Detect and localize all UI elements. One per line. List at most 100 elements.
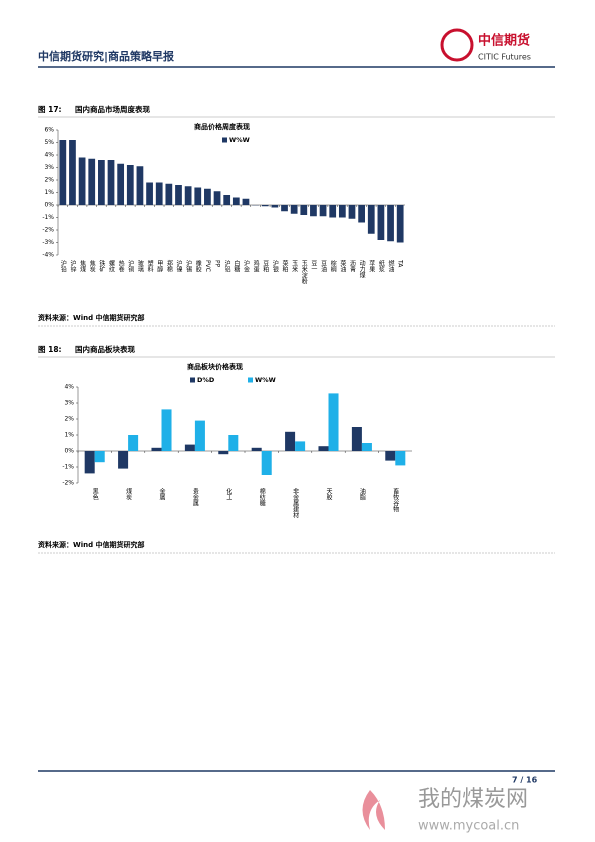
bar — [396, 205, 404, 243]
legend-label: D%D — [197, 376, 215, 384]
y-tick-label: 2% — [44, 177, 54, 184]
bar — [88, 158, 96, 205]
bar — [155, 182, 163, 205]
bar — [242, 198, 250, 205]
bar — [117, 163, 125, 205]
x-tick-label: 豆一 — [310, 260, 317, 272]
x-tick-label: 纸浆 — [377, 259, 384, 272]
figure-caption: 国内商品市场周度表现 — [75, 104, 150, 114]
x-tick-label: 玉米淀粉 — [300, 260, 307, 285]
x-tick-label: 菜粕 — [281, 259, 288, 273]
watermark-icon — [362, 790, 385, 830]
x-tick-label: 鸡蛋 — [252, 259, 259, 273]
legend-swatch — [248, 377, 253, 383]
source: 资料来源：Wind 中信期货研究部 — [38, 540, 145, 549]
x-tick-label: 棕榈 — [329, 259, 336, 273]
legend-swatch — [222, 137, 227, 143]
x-tick-label: 金属 — [158, 487, 165, 501]
bar — [251, 447, 262, 451]
x-tick-label: 黑色 — [91, 488, 98, 500]
x-tick-label: 沪铜 — [127, 259, 134, 273]
bar — [300, 205, 308, 215]
x-tick-label: TA — [397, 259, 404, 268]
bar — [377, 205, 385, 240]
x-tick-label: PP — [214, 260, 221, 268]
bar — [271, 205, 279, 208]
bar — [329, 205, 337, 218]
bar — [126, 165, 134, 205]
x-tick-label: 贵金属 — [191, 487, 198, 507]
x-tick-label: 沪铝 — [223, 259, 230, 273]
bar — [328, 393, 339, 451]
y-tick-label: 1% — [44, 189, 54, 196]
bar — [338, 205, 346, 218]
y-tick-label: 0% — [64, 448, 74, 455]
bar — [261, 451, 272, 475]
bar — [78, 157, 86, 205]
watermark-cn: 我的煤炭网 — [418, 787, 528, 812]
bar — [107, 160, 115, 205]
x-tick-label: 焦炭 — [88, 259, 95, 273]
bar — [348, 205, 356, 219]
bar — [223, 195, 231, 205]
x-tick-label: 沪银 — [271, 259, 278, 273]
bar — [204, 188, 211, 205]
bar — [128, 435, 139, 451]
bar — [213, 191, 221, 205]
chart-title: 商品板块价格表现 — [187, 362, 243, 371]
bar — [69, 140, 76, 205]
bar — [94, 451, 105, 463]
y-tick-label: 1% — [64, 432, 74, 439]
y-tick-label: -1% — [62, 464, 74, 471]
x-tick-label: 油脂 — [358, 487, 365, 501]
bar — [310, 205, 317, 217]
x-tick-label: 豆粕 — [262, 260, 269, 273]
source: 资料来源：Wind 中信期货研究部 — [38, 313, 145, 322]
y-tick-label: -4% — [42, 252, 54, 259]
legend-label: W%W — [255, 376, 276, 384]
figure-caption: 国内商品板块表现 — [75, 344, 135, 354]
page-number: 7 / 16 — [512, 776, 538, 785]
y-tick-label: 2% — [64, 416, 74, 423]
x-tick-label: 燃油 — [387, 259, 394, 273]
figure-label: 图 17: — [38, 105, 62, 114]
x-tick-label: 豆油 — [320, 260, 327, 273]
bar — [295, 441, 306, 451]
y-tick-label: 4% — [44, 152, 54, 159]
x-tick-label: 非金属建材 — [292, 487, 299, 518]
bar — [232, 197, 240, 205]
legend-swatch — [190, 377, 195, 383]
x-tick-label: 玉米 — [291, 260, 298, 273]
bar — [285, 431, 296, 451]
y-tick-label: 5% — [44, 139, 54, 146]
x-tick-label: 化工 — [225, 487, 232, 500]
logo-icon — [440, 28, 474, 62]
bar — [184, 444, 195, 451]
bar — [161, 409, 172, 451]
bar — [290, 205, 298, 214]
logo-en: CITIC Futures — [478, 53, 531, 62]
bar — [136, 166, 144, 205]
bar — [387, 205, 394, 242]
bar — [98, 160, 105, 205]
x-tick-label: 螺纹 — [108, 259, 115, 273]
bar — [228, 435, 239, 451]
chart-title: 商品价格周度表现 — [194, 122, 250, 131]
bar — [319, 205, 327, 217]
bar — [194, 420, 205, 451]
x-tick-label: 郑棉 — [165, 259, 172, 273]
x-tick-label: 沪锡 — [185, 259, 192, 273]
x-tick-label: 玻璃 — [136, 259, 143, 273]
x-tick-label: 动力煤 — [358, 260, 365, 279]
bar — [184, 186, 192, 205]
bar — [84, 451, 95, 474]
y-tick-label: -2% — [62, 480, 74, 487]
logo-cn: 中信期货 — [478, 33, 530, 49]
bar — [351, 427, 362, 451]
bar — [361, 443, 372, 451]
y-tick-label: -2% — [42, 227, 54, 234]
x-tick-label: 白糖 — [233, 259, 240, 273]
bar — [165, 183, 173, 205]
